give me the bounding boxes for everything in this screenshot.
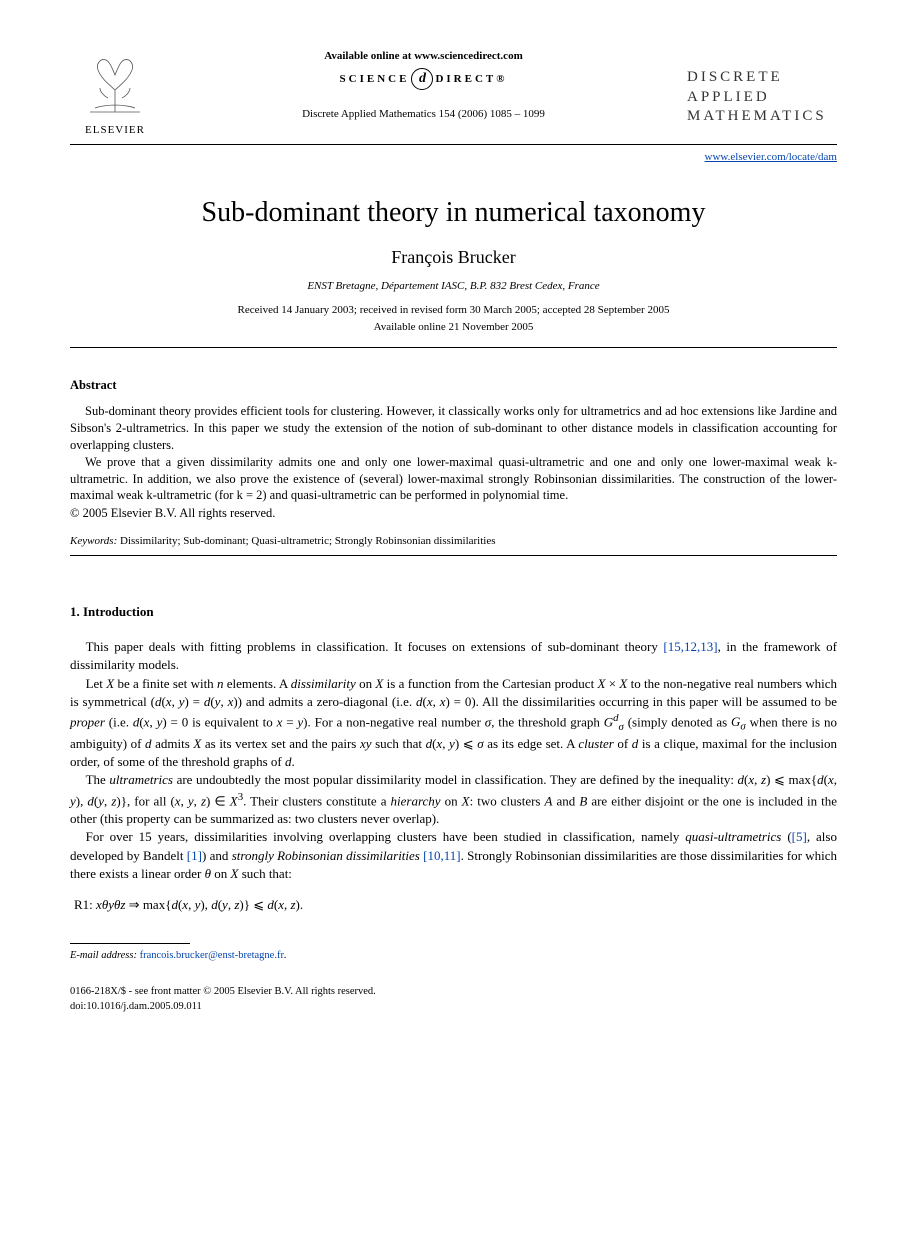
- section-1-heading: 1. Introduction: [70, 604, 837, 620]
- article-affiliation: ENST Bretagne, Département IASC, B.P. 83…: [70, 280, 837, 292]
- paper-header: ELSEVIER Available online at www.science…: [70, 50, 837, 136]
- science-direct-logo: SCIENCE d DIRECT®: [340, 68, 508, 90]
- email-footnote: E-mail address: francois.brucker@enst-br…: [70, 950, 837, 961]
- publisher-logo-block: ELSEVIER: [70, 50, 160, 136]
- front-matter-line: 0166-218X/$ - see front matter © 2005 El…: [70, 985, 837, 1000]
- intro-p1: This paper deals with fitting problems i…: [70, 638, 837, 674]
- footnote-label: E-mail address:: [70, 950, 137, 961]
- p4-i2: strongly Robinsonian dissimilarities: [232, 848, 420, 863]
- publisher-name: ELSEVIER: [85, 124, 145, 136]
- doi-line: doi:10.1016/j.dam.2005.09.011: [70, 1000, 837, 1015]
- header-center: Available online at www.sciencedirect.co…: [160, 50, 687, 120]
- ref-link-10-11[interactable]: [10,11]: [423, 848, 460, 863]
- journal-name: DISCRETE APPLIED MATHEMATICS: [687, 68, 837, 127]
- intro-p4: For over 15 years, dissimilarities invol…: [70, 828, 837, 883]
- article-author: François Brucker: [70, 247, 837, 268]
- condition-r1: R1: xθyθz ⇒ max{d(x, y), d(y, z)} ⩽ d(x,…: [74, 897, 837, 913]
- journal-name-l1: DISCRETE: [687, 69, 783, 85]
- ref-link-5[interactable]: [5]: [792, 829, 807, 844]
- ref-link-1[interactable]: [1]: [187, 848, 202, 863]
- journal-title-block: DISCRETE APPLIED MATHEMATICS: [687, 50, 837, 127]
- header-rule: [70, 144, 837, 145]
- journal-url-link[interactable]: www.elsevier.com/locate/dam: [70, 151, 837, 163]
- abstract-p2: We prove that a given dissimilarity admi…: [70, 454, 837, 505]
- citation-line: Discrete Applied Mathematics 154 (2006) …: [302, 108, 545, 120]
- p4-i1: quasi-ultrametrics: [685, 829, 781, 844]
- abstract-body: Sub-dominant theory provides efficient t…: [70, 403, 837, 504]
- available-online-text: Available online at www.sciencedirect.co…: [324, 50, 522, 62]
- intro-p2: Let X be a finite set with n elements. A…: [70, 675, 837, 772]
- abstract-copyright: © 2005 Elsevier B.V. All rights reserved…: [70, 506, 837, 521]
- article-dates: Received 14 January 2003; received in re…: [70, 302, 837, 335]
- footnote-rule: [70, 943, 190, 944]
- keywords-label: Keywords:: [70, 535, 117, 547]
- keywords-text: Dissimilarity; Sub-dominant; Quasi-ultra…: [117, 535, 495, 547]
- ref-link-15-12-13[interactable]: [15,12,13]: [663, 639, 717, 654]
- section-1-body: This paper deals with fitting problems i…: [70, 638, 837, 883]
- p4-d: ) and: [202, 848, 232, 863]
- journal-name-l2: APPLIED: [687, 89, 770, 105]
- dates-line2: Available online 21 November 2005: [374, 321, 534, 333]
- p4-b: (: [781, 829, 791, 844]
- title-rule: [70, 347, 837, 348]
- article-title: Sub-dominant theory in numerical taxonom…: [70, 197, 837, 229]
- p4-a: For over 15 years, dissimilarities invol…: [86, 829, 686, 844]
- sd-right: DIRECT®: [435, 73, 507, 85]
- footnote-tail: .: [284, 950, 287, 961]
- page-footer: 0166-218X/$ - see front matter © 2005 El…: [70, 985, 837, 1014]
- journal-name-l3: MATHEMATICS: [687, 108, 827, 124]
- abstract-p1: Sub-dominant theory provides efficient t…: [70, 403, 837, 454]
- intro-p3: The ultrametrics are undoubtedly the mos…: [70, 771, 837, 828]
- author-email-link[interactable]: francois.brucker@enst-bretagne.fr: [140, 950, 284, 961]
- abstract-heading: Abstract: [70, 378, 837, 393]
- keywords-line: Keywords: Dissimilarity; Sub-dominant; Q…: [70, 535, 837, 547]
- p1-a: This paper deals with fitting problems i…: [86, 639, 664, 654]
- elsevier-tree-icon: [80, 50, 150, 120]
- dates-line1: Received 14 January 2003; received in re…: [238, 304, 670, 316]
- sd-left: SCIENCE: [340, 73, 410, 85]
- abstract-rule: [70, 555, 837, 556]
- sd-at-icon: d: [411, 68, 433, 90]
